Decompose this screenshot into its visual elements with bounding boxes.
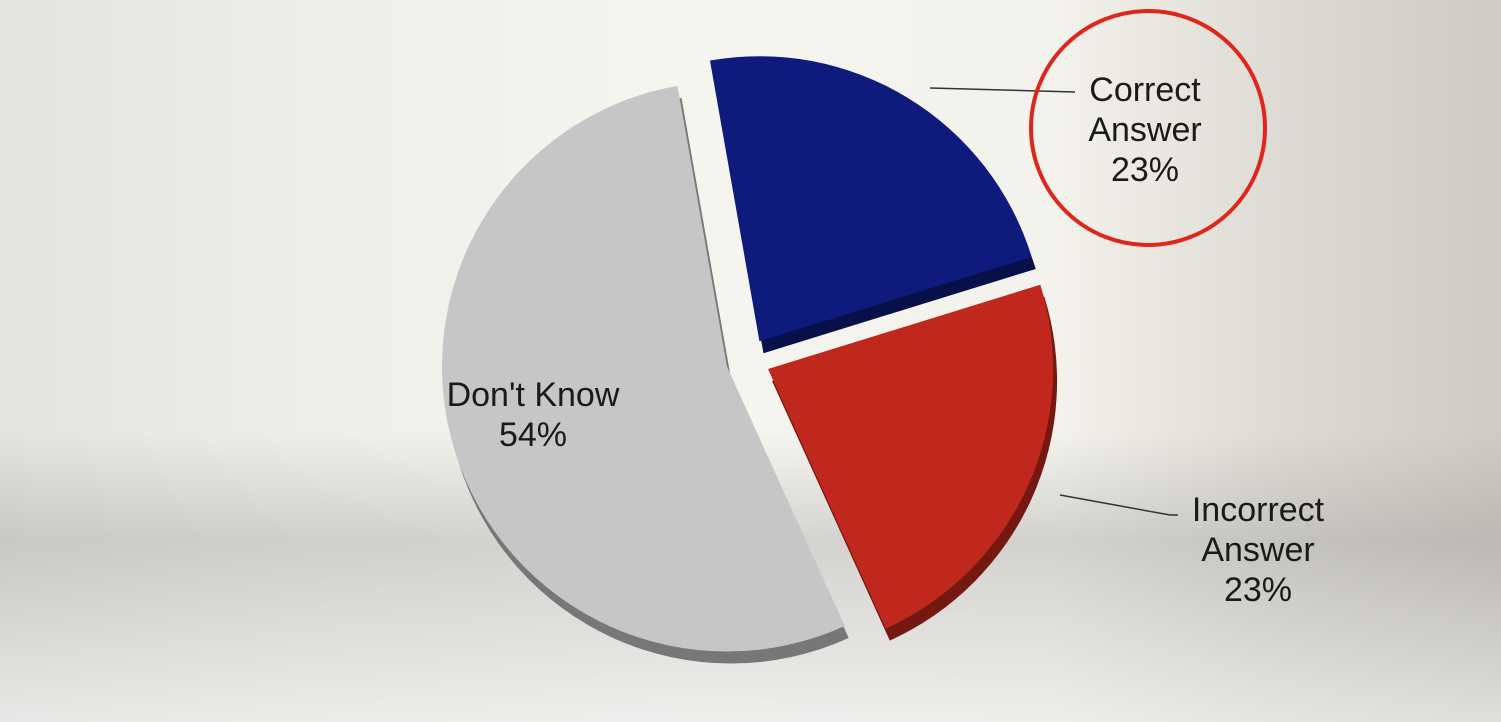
leader-line — [1059, 494, 1178, 516]
slice-label: Don't Know 54% — [403, 375, 663, 455]
category-label: Correct Answer — [1088, 71, 1202, 149]
value-label: 54% — [498, 416, 568, 454]
value-label: 23% — [1110, 151, 1180, 189]
slice-label: Correct Answer 23% — [1065, 70, 1225, 190]
leader-line — [929, 87, 1076, 93]
slice — [441, 85, 845, 652]
highlight-circle — [1029, 9, 1267, 247]
value-label: 23% — [1223, 571, 1293, 609]
slice — [709, 56, 1032, 342]
category-label: Incorrect Answer — [1191, 491, 1325, 569]
slice — [768, 284, 1054, 629]
slice-label: Incorrect Answer 23% — [1163, 490, 1353, 610]
category-label: Don't Know — [446, 376, 620, 414]
